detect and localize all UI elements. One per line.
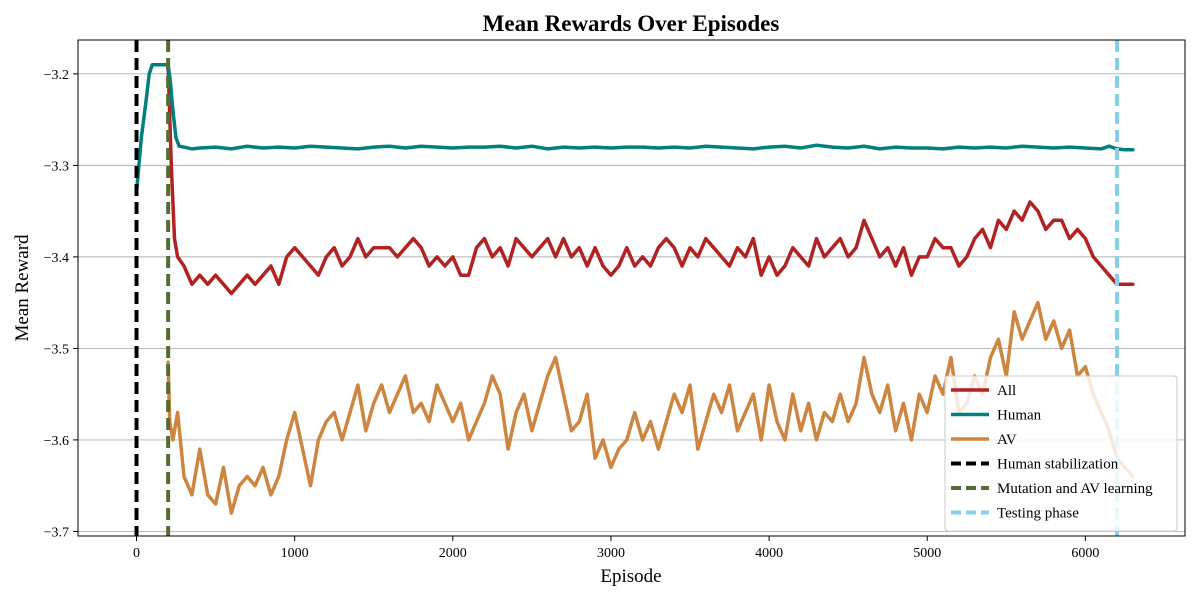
legend-label: Human stabilization: [997, 457, 1119, 473]
y-tick-label: −3.3: [44, 159, 69, 174]
plot-frame: [77, 39, 1186, 537]
legend-label: Human: [997, 408, 1042, 424]
legend-label: Testing phase: [997, 506, 1079, 522]
y-axis-label: Mean Reward: [12, 234, 33, 342]
y-axis: −3.7 −3.6 −3.5 −3.4 −3.3 −3.2: [44, 68, 78, 540]
x-tick-label: 6000: [1071, 546, 1099, 561]
legend-label: Mutation and AV learning: [997, 481, 1153, 497]
legend: All Human AV Human stabilization Mutation an…: [944, 375, 1178, 532]
series-line-all: [166, 62, 1135, 296]
x-tick-label: 0: [133, 546, 140, 561]
legend-box: [944, 375, 1178, 532]
x-tick-label: 5000: [913, 546, 941, 561]
x-axis: 0 1000 2000 3000 4000 5000 6000: [133, 536, 1099, 561]
y-tick-label: −3.7: [44, 525, 69, 540]
y-tick-label: −3.6: [44, 434, 69, 449]
x-tick-label: 1000: [281, 546, 309, 561]
series-line-human: [134, 62, 1135, 195]
legend-label: AV: [997, 432, 1017, 448]
x-tick-label: 4000: [755, 546, 783, 561]
y-tick-label: −3.5: [44, 342, 69, 357]
x-tick-label: 3000: [597, 546, 625, 561]
y-tick-label: −3.4: [44, 251, 69, 266]
x-tick-label: 2000: [439, 546, 467, 561]
chart-title: Mean Rewards Over Episodes: [483, 11, 780, 36]
legend-label: All: [997, 383, 1016, 399]
x-axis-label: Episode: [600, 566, 661, 587]
y-tick-label: −3.2: [44, 68, 69, 83]
